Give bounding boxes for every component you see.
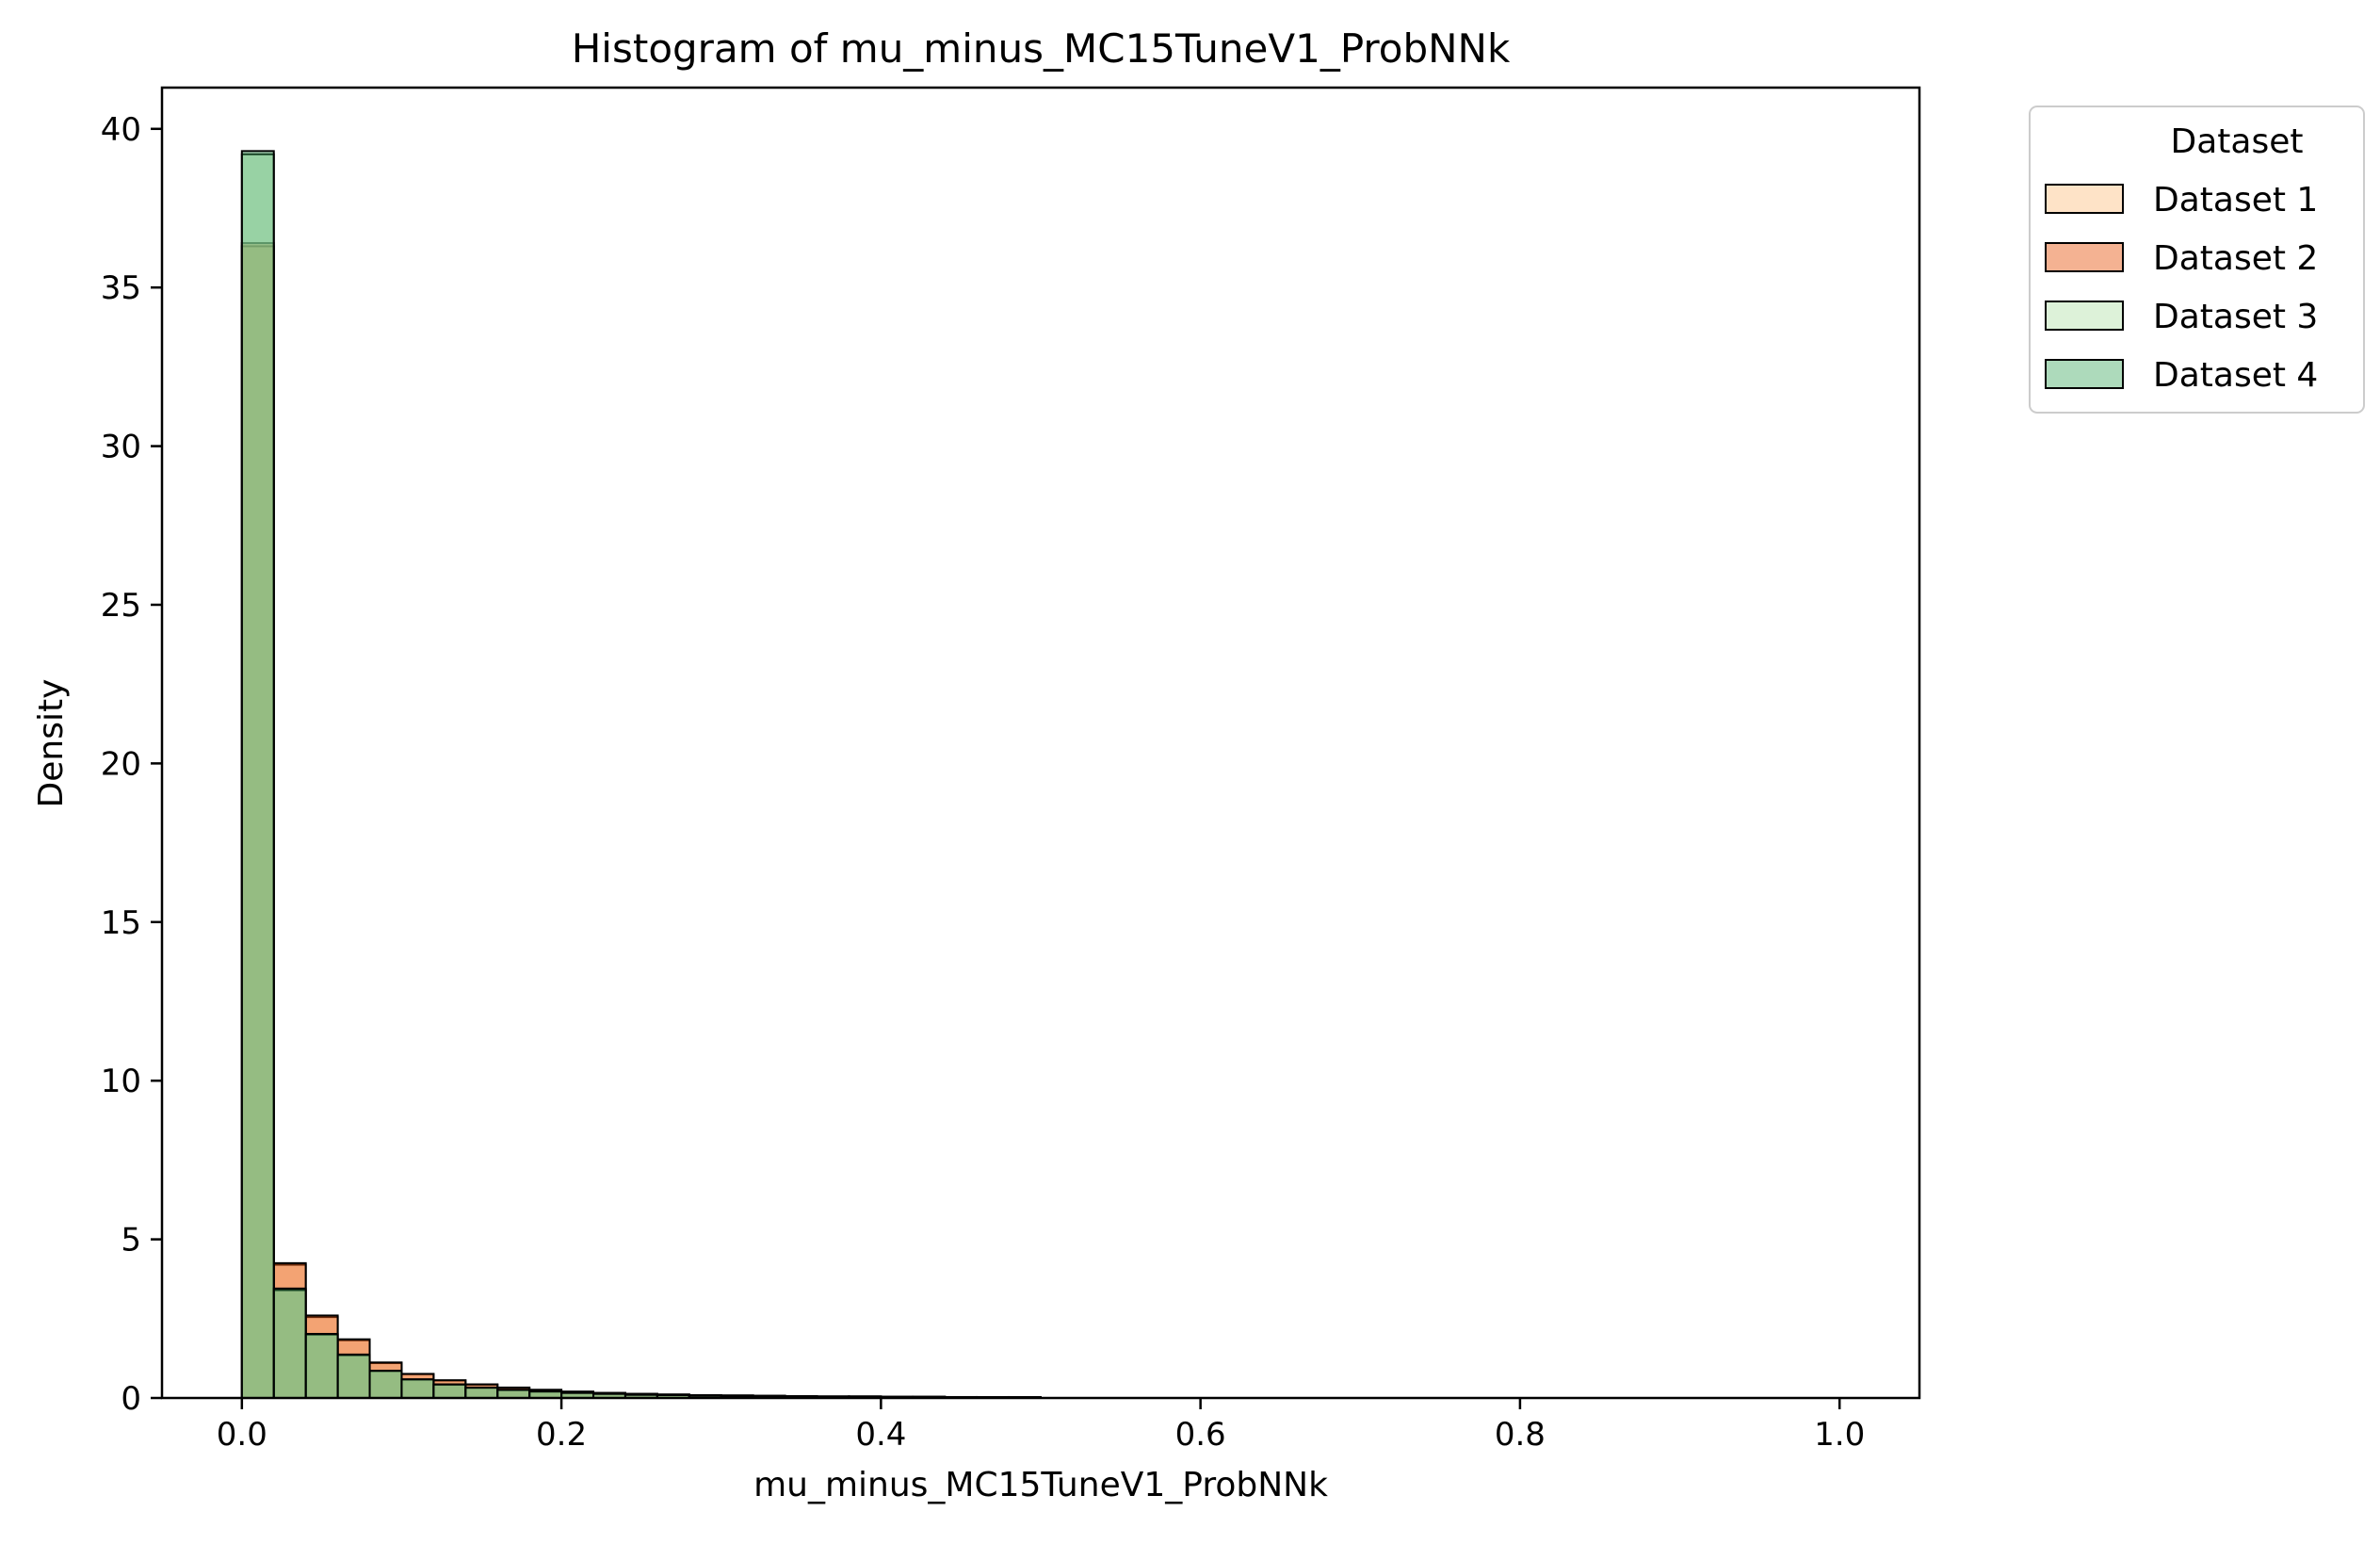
legend-swatch <box>2045 242 2124 272</box>
histogram-bar <box>496 1389 531 1399</box>
histogram-bar <box>272 1287 307 1399</box>
legend-label: Dataset 1 <box>2153 181 2318 219</box>
x-tick-label: 0.8 <box>1495 1416 1546 1454</box>
legend-swatch <box>2045 301 2124 331</box>
y-axis-ticks: 0 5 10 15 20 25 30 35 40 <box>101 111 162 1418</box>
histogram-bar <box>304 1332 339 1399</box>
legend-title: Dataset <box>2171 122 2304 161</box>
legend-entry: Dataset 4 <box>2045 356 2318 395</box>
legend-entries: Dataset 1 Dataset 2 Dataset 3 Dataset 4 <box>2045 181 2318 395</box>
x-axis-label: mu_minus_MC15TuneV1_ProbNNk <box>753 1466 1328 1504</box>
legend-entry: Dataset 3 <box>2045 298 2318 336</box>
y-tick-label: 0 <box>121 1380 141 1418</box>
x-tick-label: 0.6 <box>1175 1416 1226 1454</box>
legend-label: Dataset 4 <box>2153 356 2318 395</box>
x-tick-label: 0.0 <box>217 1416 267 1454</box>
x-tick-label: 1.0 <box>1814 1416 1865 1454</box>
histogram-bar <box>400 1378 435 1399</box>
legend-entry: Dataset 2 <box>2045 239 2318 278</box>
y-tick-label: 15 <box>101 904 141 942</box>
histogram-bar <box>336 1353 371 1400</box>
x-axis-ticks: 0.0 0.2 0.4 0.6 0.8 1.0 <box>217 1398 1865 1454</box>
x-tick-label: 0.2 <box>536 1416 587 1454</box>
y-tick-label: 20 <box>101 745 141 783</box>
histogram-bar <box>432 1383 467 1400</box>
histogram-bar <box>464 1386 499 1400</box>
y-axis-label: Density <box>32 679 71 808</box>
chart-title: Histogram of mu_minus_MC15TuneV1_ProbNNk <box>572 25 1511 72</box>
y-tick-label: 30 <box>101 429 141 466</box>
histogram-bar <box>368 1370 403 1400</box>
y-tick-label: 5 <box>121 1222 141 1260</box>
histogram-bar <box>240 153 275 1400</box>
legend-frame <box>2029 106 2365 414</box>
plot-frame <box>160 86 1921 1400</box>
legend-label: Dataset 2 <box>2153 239 2318 278</box>
y-tick-label: 10 <box>101 1063 141 1100</box>
x-tick-label: 0.4 <box>855 1416 906 1454</box>
y-tick-label: 25 <box>101 587 141 625</box>
y-tick-label: 35 <box>101 269 141 307</box>
legend-label: Dataset 3 <box>2153 298 2318 336</box>
legend-swatch <box>2045 184 2124 214</box>
legend-swatch <box>2045 359 2124 389</box>
histogram-bar <box>240 150 275 1400</box>
legend-entry: Dataset 1 <box>2045 181 2318 219</box>
y-tick-label: 40 <box>101 111 141 149</box>
